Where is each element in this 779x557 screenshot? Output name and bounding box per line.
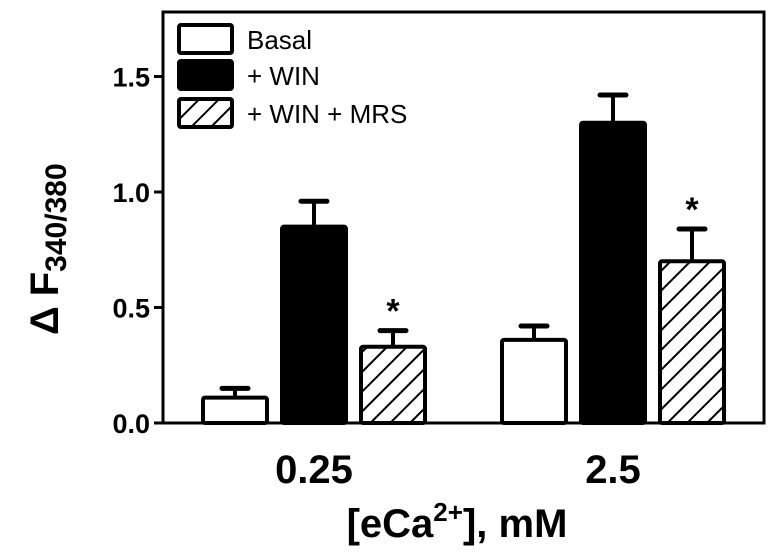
bar-black (280, 224, 348, 425)
significance-marker: * (685, 191, 699, 229)
x-tick-label: 2.5 (585, 448, 641, 492)
bar-hatched (359, 344, 427, 425)
x-axis-label: [eCa2+], mM (347, 497, 568, 546)
bar-black (579, 120, 647, 425)
plot-frame (161, 10, 766, 425)
y-axis-delta: Δ (23, 306, 67, 335)
x-axis-sup: 2+ (433, 497, 463, 527)
y-axis-main: F (23, 272, 67, 296)
legend-label: + WIN (247, 61, 320, 91)
y-tick-label: 1.5 (112, 63, 150, 93)
legend-swatch-black (177, 59, 234, 91)
y-axis-sub: 340/380 (40, 163, 73, 271)
x-tick-label: 0.25 (275, 448, 353, 492)
x-axis-prefix: [eCa (347, 502, 434, 546)
bar-white (500, 337, 568, 425)
y-tick-label: 1.0 (112, 178, 150, 208)
legend-swatch-hatched (177, 97, 234, 129)
bar-white (201, 395, 269, 425)
legend-label: + WIN + MRS (247, 99, 407, 129)
legend-label: Basal (247, 25, 312, 55)
significance-marker: * (386, 293, 400, 331)
y-tick-label: 0.5 (112, 294, 150, 324)
bar-hatched (658, 259, 726, 425)
x-axis-suffix: ], mM (463, 502, 567, 546)
y-axis-label: ΔF340/380 (23, 163, 73, 335)
y-tick-label: 0.0 (112, 409, 150, 439)
legend-swatch-white (177, 23, 234, 55)
